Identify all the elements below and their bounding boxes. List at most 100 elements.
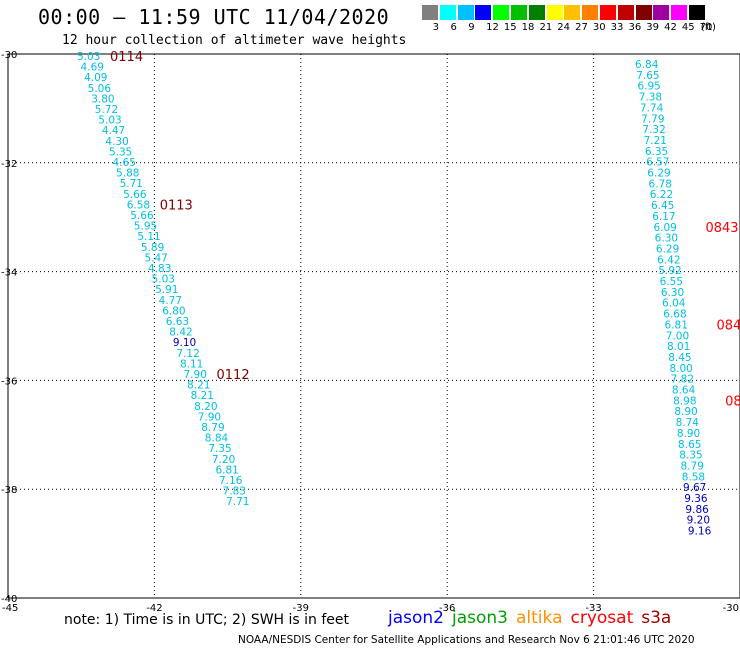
wave-height-value: 9.67 [683,482,706,494]
lat-tick-label: -32 [1,159,17,170]
wave-height-value: 6.78 [649,178,672,190]
time-label: 0843 [705,221,738,236]
wave-height-value: 5.91 [155,284,178,296]
wave-height-values: 5.034.694.095.063.805.725.034.474.305.35… [77,51,712,538]
wave-height-value: 6.80 [162,305,185,317]
legend-item-jason2: jason2 [388,608,444,628]
wave-height-value: 7.38 [639,92,662,104]
wave-height-value: 4.77 [159,295,182,307]
scale-swatch [653,5,670,20]
scale-swatch [493,5,510,20]
legend-item-jason3: jason3 [452,608,508,628]
wave-height-value: 5.03 [77,51,100,63]
wave-height-value: 6.29 [647,168,670,180]
scale-swatch [564,5,581,20]
scale-swatch [439,5,456,20]
scale-swatch [600,5,616,20]
legend-item-cryosat: cryosat [570,608,634,628]
wave-height-value: 5.89 [141,242,164,254]
scale-swatch [457,5,474,20]
scale-label: 30 [592,22,606,33]
wave-height-value: 5.72 [95,104,118,116]
time-label: 0113 [160,198,193,213]
wave-height-value: 4.69 [81,62,104,74]
time-labels: 01140113011208430842084208 [110,50,740,540]
wave-height-value: 7.71 [226,496,249,508]
scale-swatch [617,5,634,20]
wave-height-value: 8.20 [194,401,217,413]
wave-height-value: 7.90 [198,411,221,423]
wave-height-value: 5.06 [88,83,112,95]
scale-label: 12 [486,22,499,33]
scale-label: 39 [646,22,659,33]
wave-height-value: 9.10 [173,337,196,349]
wave-height-value: 4.47 [102,125,125,137]
wave-height-value: 6.04 [662,298,686,310]
scale-label: 36 [628,22,642,33]
scale-swatch [635,5,652,20]
wave-height-value: 5.47 [144,252,167,264]
lat-tick-label: -40 [1,594,17,605]
wave-height-value: 7.00 [666,330,689,342]
scale-label: 6 [450,22,457,33]
wave-height-value: 6.22 [650,189,673,201]
scale-label: 9 [468,22,475,33]
wave-height-value: 6.45 [651,200,674,212]
wave-height-value: 6.57 [646,157,669,169]
wave-height-value: 8.11 [180,358,203,370]
lat-tick-label: -36 [1,376,17,387]
wave-height-value: 5.95 [134,221,157,233]
wave-height-value: 5.71 [120,178,143,190]
wave-height-value: 9.20 [687,515,710,527]
wave-height-value: 8.90 [674,406,697,418]
lat-tick-label: -34 [1,268,17,279]
wave-height-value: 6.17 [652,211,675,223]
lat-tick-label: -38 [1,485,17,496]
wave-height-value: 6.63 [166,316,189,328]
wave-height-value: 8.65 [678,439,701,451]
scale-label: 33 [610,22,624,33]
map-frame [7,53,740,599]
wave-height-value: 5.03 [152,274,175,286]
wave-height-value: 9.36 [684,493,708,505]
wave-height-value: 7.79 [641,113,664,125]
wave-height-value: 8.21 [187,380,210,392]
scale-label: 42 [664,22,677,33]
time-label: 0842 [725,394,740,409]
scale-label: 24 [557,22,570,33]
wave-height-value: 7.82 [671,374,694,386]
wave-height-value: 7.20 [212,454,235,466]
wave-height-value: 8.74 [676,417,700,429]
wave-height-value: 6.84 [635,59,659,71]
wave-height-value: 7.16 [219,475,243,487]
time-label: 0112 [217,368,250,383]
subtitle: 12 hour collection of altimeter wave hei… [62,33,407,48]
page-title: 00:00 – 11:59 UTC 11/04/2020 [38,5,390,29]
lat-tick-label: -30 [1,50,17,61]
scale-swatch [475,5,492,20]
wave-height-value: 8.58 [682,471,705,483]
wave-height-value: 5.03 [98,115,121,127]
scale-label: 45 [681,22,695,33]
lon-tick-label: -33 [585,603,601,614]
wave-height-value: 8.45 [668,352,691,364]
scale-swatch [671,5,688,20]
scale-swatch [689,5,705,20]
wave-height-value: 6.68 [663,309,686,321]
wave-height-value: 9.16 [688,526,712,538]
wave-height-value: 6.09 [653,222,676,234]
wave-height-value: 7.35 [208,443,231,455]
scale-label: 18 [521,22,535,33]
scale-label: 21 [539,22,553,33]
lon-tick-label: -36 [439,603,455,614]
scale-unit: (ft) [700,22,716,33]
wave-height-value: 6.30 [655,233,678,245]
scale-swatch [422,5,438,20]
scale-swatch [546,5,563,20]
wave-height-value: 7.32 [642,124,665,136]
satellite-legend: jason2 jason3 altika cryosat s3a [388,608,679,628]
wave-height-value: 8.42 [169,327,192,339]
wave-height-value: 8.64 [672,385,696,397]
wave-height-value: 5.35 [109,146,132,158]
